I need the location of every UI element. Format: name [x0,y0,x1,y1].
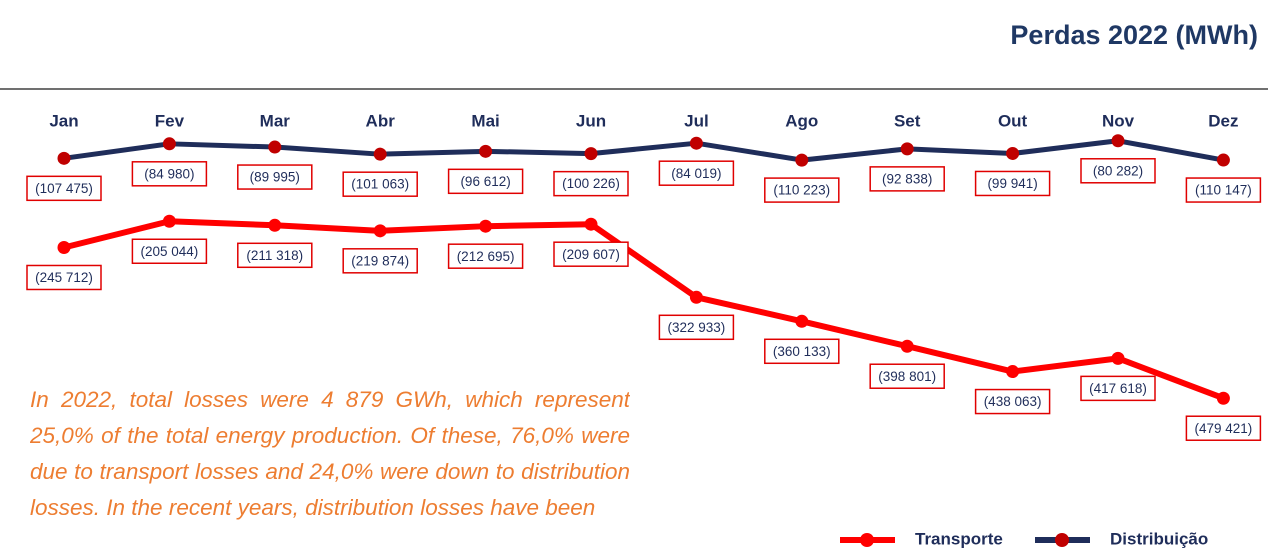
label-box [553,170,629,197]
data-label: (417 618) [1089,381,1147,396]
data-label: (84 980) [144,166,194,181]
label-box [131,161,208,187]
x-tick-label: Jan [49,111,78,130]
label-box [342,248,418,274]
x-tick-label: Abr [366,111,396,130]
point [584,217,598,231]
data-label: (245 712) [35,270,93,285]
point [479,219,493,233]
label-box [447,168,524,195]
data-label: (84 019) [671,166,721,181]
x-tick-label: Jul [684,111,709,130]
data-label: (360 133) [773,344,831,359]
series-line [63,138,1224,163]
data-label: (110 147) [1195,183,1252,198]
series-line [63,218,1225,402]
data-label: (80 282) [1093,163,1143,178]
point [584,147,598,161]
point [795,153,809,167]
chart-title: Perdas 2022 (MWh) [1010,20,1258,50]
point [1111,134,1125,148]
point [795,314,809,328]
x-tick-label: Set [894,111,921,130]
label-box [658,314,735,341]
label-box [974,388,1051,415]
data-label: (322 933) [668,320,726,335]
label-box [342,171,418,197]
legend-dot [1055,533,1069,547]
x-tick-label: Nov [1102,111,1135,130]
label-box [1080,375,1156,402]
x-tick-label: Out [998,111,1028,130]
data-label: (209 607) [562,247,620,262]
data-label: (96 612) [460,174,510,189]
data-label: (89 995) [250,170,300,185]
label-box [869,363,945,389]
x-tick-label: Mai [471,111,499,130]
label-box [1185,415,1262,441]
label-box [764,338,840,365]
point [57,240,71,254]
point [1111,351,1125,365]
data-label: (211 318) [246,248,303,263]
x-tick-label: Fev [155,111,185,130]
point [1006,365,1020,379]
x-tick-label: Jun [576,111,606,130]
point [1006,146,1020,160]
data-label: (92 838) [882,171,932,186]
point [162,214,176,228]
point [268,218,282,232]
data-label: (101 063) [351,177,409,192]
data-label: (438 063) [984,394,1042,409]
point [373,224,387,238]
point [1216,391,1230,405]
label-box [1185,177,1262,203]
annotation: In 2022, total losses were 4 879 GWh, wh… [30,387,630,520]
point [373,147,387,161]
point [57,151,71,165]
label-box [447,243,524,269]
x-tick-label: Dez [1208,111,1238,130]
x-tick-label: Mar [260,111,291,130]
label-box [553,241,629,267]
data-label: (398 801) [878,369,936,384]
legend-label: Distribuição [1110,529,1208,548]
point [268,140,282,154]
point [689,290,703,304]
data-label: (99 941) [987,176,1037,191]
label-box [974,170,1051,197]
legend-dot [860,533,874,547]
data-label: (100 226) [562,176,620,191]
label-box [26,264,102,291]
data-label: (107 475) [35,181,93,196]
data-label: (219 874) [351,253,409,268]
label-box [658,160,735,186]
label-box [237,242,313,269]
label-box [26,175,102,202]
point [689,136,703,150]
label-box [764,177,840,203]
point [1216,153,1230,167]
label-box [1080,158,1156,184]
data-label: (110 223) [773,183,830,198]
point [162,137,176,151]
point [900,339,914,353]
point [900,142,914,156]
label-box [869,166,945,192]
legend-label: Transporte [915,529,1003,548]
data-label: (212 695) [457,249,515,264]
data-label: (479 421) [1195,421,1253,436]
data-label: (205 044) [141,244,199,259]
point [479,144,493,158]
x-tick-label: Ago [785,111,818,130]
label-box [237,164,313,190]
label-box [131,238,208,265]
